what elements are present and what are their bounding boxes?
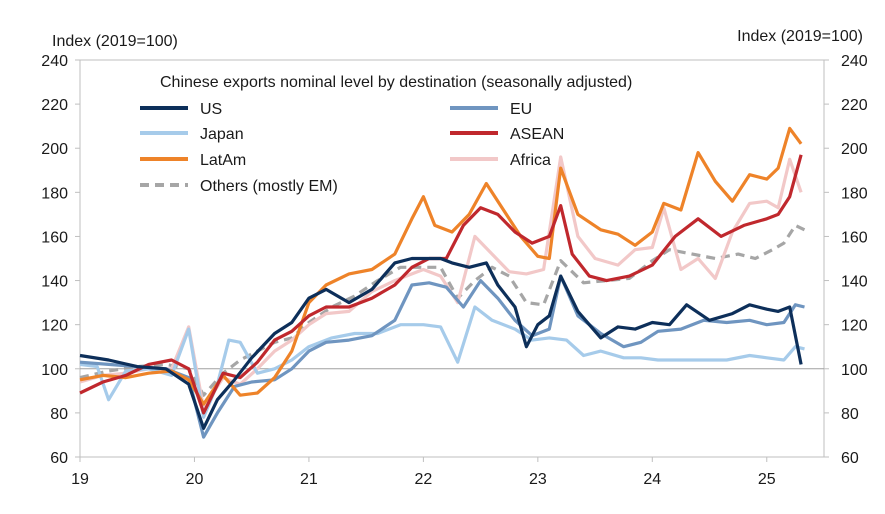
y-tick-label-left: 80 [50, 406, 68, 423]
x-tick-label: 19 [71, 471, 89, 488]
legend: US EU Japan ASEAN LatAm Africa Others (mostly … [140, 101, 564, 195]
plot-border [79, 59, 825, 458]
plot-area [79, 59, 825, 458]
y-tick-label-right: 160 [841, 229, 868, 246]
legend-label: LatAm [200, 152, 246, 169]
series-lines [79, 126, 806, 439]
y-tick-label-right: 200 [841, 141, 868, 158]
y-tick-label-left: 60 [50, 450, 68, 467]
y-tick-label-left: 220 [41, 97, 68, 114]
y-tick-label-left: 140 [41, 274, 68, 291]
legend-label: US [200, 101, 222, 118]
x-tick-label: 20 [186, 471, 204, 488]
y-axis-left: 60 80 100 120 140 160 180 200 220 240 [41, 53, 80, 467]
series-line-eu [79, 274, 805, 439]
y-tick-label-left: 100 [41, 362, 68, 379]
y-axis-title-right: Index (2019=100) [737, 28, 863, 45]
y-tick-label-left: 240 [41, 53, 68, 70]
x-tick-label: 25 [758, 471, 776, 488]
y-tick-label-left: 160 [41, 229, 68, 246]
series-line-latam [79, 126, 803, 406]
y-tick-label-right: 60 [841, 450, 859, 467]
x-tick-label: 22 [414, 471, 432, 488]
series-line-asean [79, 154, 803, 415]
y-axis-right: 60 80 100 120 140 160 180 200 220 240 [824, 53, 868, 467]
legend-label: Japan [200, 126, 244, 143]
y-tick-label-right: 140 [841, 274, 868, 291]
legend-label: Africa [510, 152, 551, 169]
x-axis: 19 20 21 22 23 24 25 [71, 457, 776, 488]
y-tick-label-right: 80 [841, 406, 859, 423]
y-tick-label-left: 120 [41, 318, 68, 335]
y-tick-label-right: 120 [841, 318, 868, 335]
series-line-us [79, 256, 803, 430]
series-line-others-mostly-em [79, 223, 806, 397]
y-tick-label-right: 180 [841, 185, 868, 202]
y-tick-label-left: 180 [41, 185, 68, 202]
y-axis-title-left: Index (2019=100) [52, 33, 178, 50]
series-line-japan [79, 305, 805, 419]
x-tick-label: 23 [529, 471, 547, 488]
chart-title: Chinese exports nominal level by destina… [160, 74, 632, 91]
legend-label: ASEAN [510, 126, 564, 143]
y-tick-label-right: 240 [841, 53, 868, 70]
y-tick-label-right: 100 [841, 362, 868, 379]
y-tick-label-left: 200 [41, 141, 68, 158]
x-tick-label: 24 [643, 471, 661, 488]
legend-label: EU [510, 101, 532, 118]
y-tick-label-right: 220 [841, 97, 868, 114]
x-tick-label: 21 [300, 471, 318, 488]
legend-label: Others (mostly EM) [200, 178, 338, 195]
